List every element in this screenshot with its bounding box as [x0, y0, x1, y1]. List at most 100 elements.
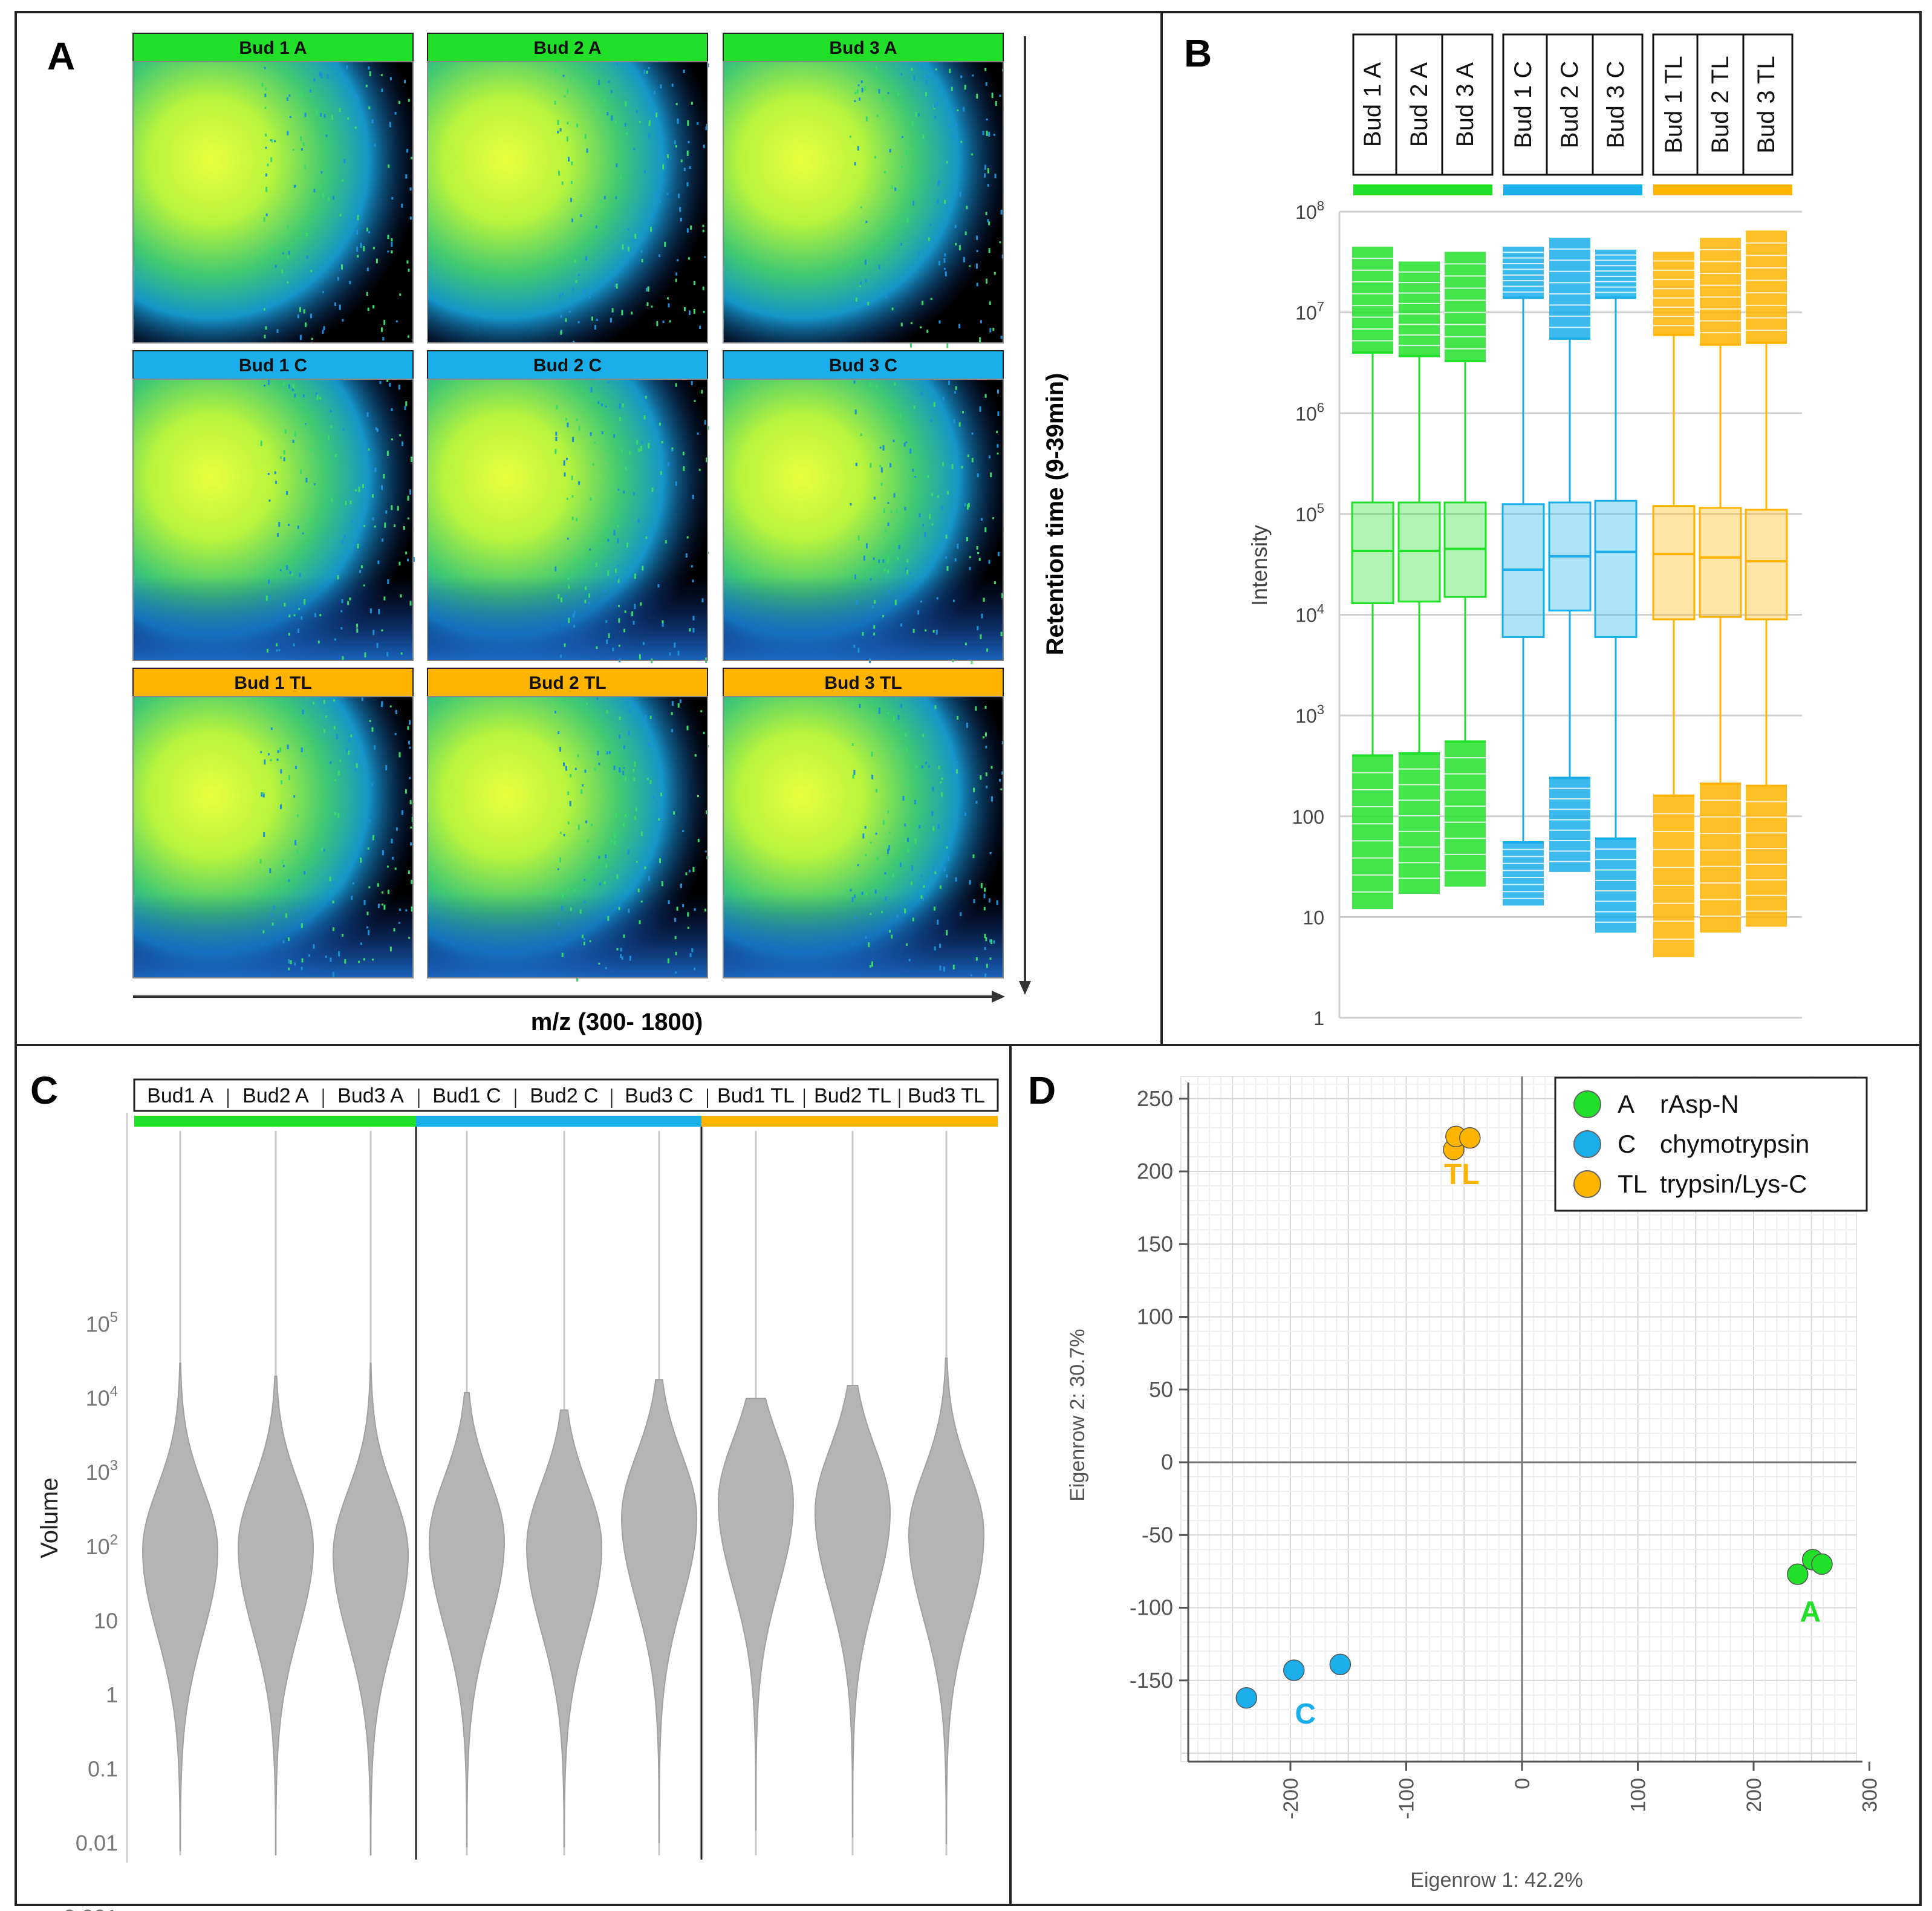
tile-title: Bud 2 C	[533, 356, 602, 376]
box-lower-outliers	[1746, 786, 1787, 927]
tile-speckle	[278, 522, 281, 527]
tile-speckle	[634, 604, 636, 610]
tile-speckle	[987, 219, 989, 223]
tile-speckle	[381, 485, 383, 490]
tile-speckle	[280, 769, 282, 774]
tile-speckle	[955, 123, 957, 127]
tile-speckle	[1000, 788, 1003, 790]
tile-speckle	[619, 716, 621, 720]
box-lower-outliers	[1445, 741, 1486, 887]
scatter-x-tick-label: -200	[1280, 1778, 1303, 1819]
tile-speckle	[936, 101, 938, 106]
tile-speckle	[933, 402, 935, 407]
tile-speckle	[874, 890, 877, 894]
tile-speckle	[387, 579, 389, 584]
tile-speckle	[694, 908, 696, 911]
box-header-label: Bud 3 TL	[1753, 56, 1780, 154]
tile-speckle	[372, 835, 374, 841]
tile-speckle	[576, 977, 579, 982]
tile-speckle	[355, 489, 357, 492]
tile-speckle	[893, 493, 896, 498]
tile-speckle	[330, 409, 332, 412]
tile-speckle	[409, 720, 411, 725]
tile-speckle	[876, 856, 879, 861]
tile-speckle	[607, 570, 610, 576]
tile-speckle	[959, 192, 961, 197]
tile-speckle	[861, 87, 864, 93]
tile-speckle	[857, 535, 860, 541]
tile-speckle	[570, 181, 573, 184]
tile-speckle	[875, 832, 877, 835]
tile-speckle	[873, 496, 876, 500]
tile-speckle	[379, 381, 382, 384]
tile-speckle	[317, 492, 320, 497]
tile-speckle	[686, 725, 689, 731]
tile-speckle	[398, 922, 401, 924]
box-iqr	[1594, 500, 1638, 638]
tile-speckle	[406, 260, 409, 264]
tile-speckle	[946, 342, 949, 348]
tile-speckle	[882, 96, 884, 102]
tile-speckle	[941, 506, 943, 510]
tile-speckle	[943, 867, 946, 872]
tile-ms-map-lower	[723, 576, 1003, 660]
scatter-point-tl	[1459, 1127, 1481, 1149]
tile-speckle	[387, 250, 389, 253]
tile-speckle	[888, 832, 891, 834]
tile-speckle	[287, 281, 289, 284]
tile-speckle	[342, 428, 345, 431]
tile-speckle	[939, 943, 942, 948]
tile-speckle	[302, 394, 305, 397]
tile-speckle	[577, 321, 580, 324]
tile-speckle	[938, 180, 940, 184]
tile-speckle	[603, 195, 606, 200]
tile-speckle	[671, 701, 674, 706]
tile-speckle	[381, 629, 383, 632]
box-iqr	[1745, 509, 1788, 620]
tile-speckle	[697, 795, 699, 798]
tile-speckle	[264, 106, 267, 109]
tile-speckle	[642, 565, 644, 571]
tile-speckle	[568, 617, 570, 623]
tile-speckle	[288, 94, 291, 97]
violin-bud1-a	[141, 1362, 219, 1852]
tile-speckle	[850, 888, 852, 892]
tile-speckle	[283, 382, 285, 386]
tile-speckle	[668, 303, 670, 308]
tile-speckle	[377, 883, 379, 887]
tile-speckle	[645, 536, 648, 539]
tile-speckle	[988, 455, 990, 459]
tile-speckle	[363, 246, 365, 252]
tile-speckle	[345, 501, 347, 506]
tile-speckle	[605, 405, 607, 408]
tile-speckle	[386, 379, 389, 382]
tile-speckle	[561, 952, 564, 957]
tile-speckle	[923, 885, 925, 888]
tile-speckle	[648, 742, 651, 747]
tile-speckle	[703, 145, 705, 148]
tile-speckle	[907, 848, 909, 853]
tile-speckle	[904, 823, 906, 827]
tile-speckle	[933, 907, 935, 911]
tile-speckle	[671, 729, 673, 732]
tile-speckle	[939, 885, 942, 889]
tile-speckle	[941, 777, 943, 780]
violin-header-label: Bud3 A	[337, 1084, 404, 1107]
tile-speckle	[986, 278, 987, 284]
tile-speckle	[870, 578, 872, 581]
panel-a-xlabel: m/z (300- 1800)	[531, 1009, 703, 1035]
tile-speckle	[287, 255, 289, 259]
tile-frame	[132, 696, 414, 978]
tile-speckle	[660, 792, 662, 796]
tile-speckle	[279, 747, 281, 752]
tile-speckle	[918, 251, 920, 255]
panel-a-ylabel: Retention time (9-39min)	[1042, 373, 1068, 656]
tile-speckle	[854, 916, 857, 920]
tile-speckle	[596, 697, 599, 700]
tile-speckle	[864, 259, 867, 265]
scatter-x-tick-label: 300	[1859, 1778, 1882, 1812]
tile-speckle	[316, 394, 319, 400]
tile-speckle	[408, 937, 411, 939]
tile-speckle	[673, 811, 675, 815]
tile-speckle	[371, 727, 374, 732]
